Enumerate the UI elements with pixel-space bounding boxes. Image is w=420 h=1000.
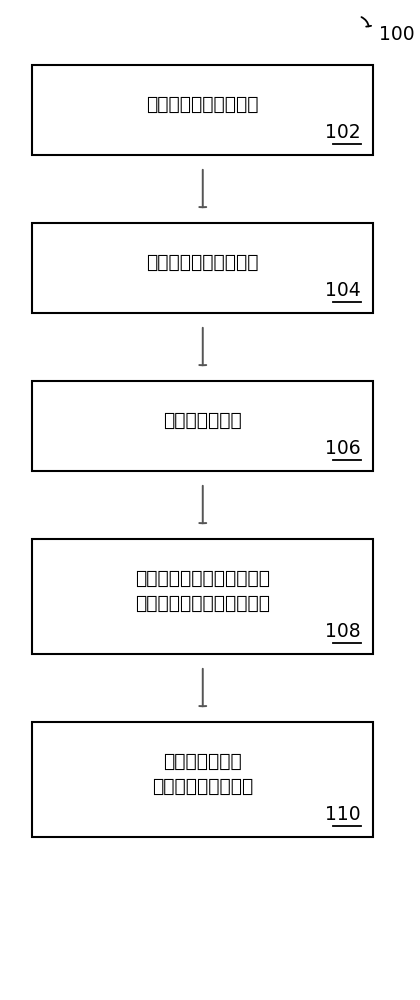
Text: 104: 104 [325, 281, 361, 300]
FancyBboxPatch shape [32, 223, 373, 313]
Text: 106: 106 [326, 439, 361, 458]
FancyBboxPatch shape [32, 65, 373, 155]
Text: 将铝基底织构化: 将铝基底织构化 [163, 410, 242, 429]
FancyBboxPatch shape [32, 381, 373, 471]
Text: 102: 102 [326, 123, 361, 142]
Text: 以暴露出经织构化的铝基底: 以暴露出经织构化的铝基底 [135, 593, 270, 612]
Text: 100: 100 [379, 25, 415, 44]
FancyBboxPatch shape [32, 539, 373, 654]
Text: 108: 108 [326, 622, 361, 641]
Text: 110: 110 [326, 805, 361, 824]
Text: 对铝基底进行阳极氧化: 对铝基底进行阳极氧化 [147, 94, 259, 113]
Text: 在铝基底上形成: 在铝基底上形成 [163, 751, 242, 770]
FancyBboxPatch shape [32, 722, 373, 837]
Text: 在铝基底上形成氧化层: 在铝基底上形成氧化层 [147, 252, 259, 271]
Text: 三维铝纳米结构阵列: 三维铝纳米结构阵列 [152, 776, 253, 795]
Text: 刻蚀掉铝基底上的氧化层，: 刻蚀掉铝基底上的氧化层， [135, 568, 270, 587]
